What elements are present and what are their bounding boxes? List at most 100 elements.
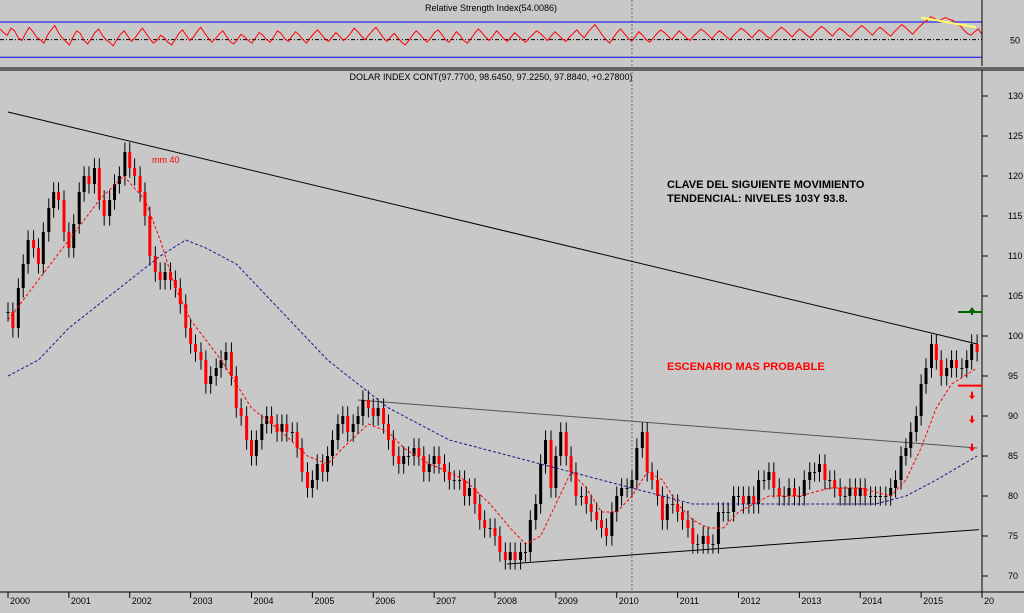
x-tick-label-2014: 2014 xyxy=(862,596,882,606)
price-bar-body xyxy=(97,168,101,200)
price-bar-body xyxy=(589,504,593,512)
price-bar-body xyxy=(884,496,888,497)
rsi-panel: Relative Strength Index(54.0086) 50 xyxy=(0,0,1020,66)
x-tick-label-2005: 2005 xyxy=(314,596,334,606)
price-bar-body xyxy=(630,480,634,488)
price-bar-body xyxy=(254,440,258,456)
price-bar-body xyxy=(229,352,233,376)
price-bar-body xyxy=(169,272,173,280)
price-bar-body xyxy=(960,368,964,369)
price-bar-body xyxy=(326,456,330,472)
price-bar-body xyxy=(138,176,142,192)
price-tick-label-95: 95 xyxy=(1008,371,1018,381)
price-bar-body xyxy=(32,240,36,248)
price-bar-body xyxy=(686,520,690,528)
rsi-y-axis: 50 xyxy=(981,0,1020,66)
price-bar-body xyxy=(823,464,827,480)
price-bar-body xyxy=(417,448,421,456)
price-bar-body xyxy=(620,488,624,496)
price-tick-label-90: 90 xyxy=(1008,411,1018,421)
price-tick-label-80: 80 xyxy=(1008,491,1018,501)
price-bar-body xyxy=(513,552,517,560)
price-bar-body xyxy=(57,192,61,200)
price-bar-body xyxy=(848,488,852,496)
price-bar-body xyxy=(214,368,218,376)
price-bar-body xyxy=(828,480,832,481)
price-bar-body xyxy=(737,496,740,497)
price-title: DOLAR INDEX CONT(97.7700, 98.6450, 97.22… xyxy=(350,72,633,82)
rsi-series-line xyxy=(0,16,983,47)
price-bar-body xyxy=(793,488,797,496)
price-tick-label-100: 100 xyxy=(1008,331,1023,341)
price-bar-body xyxy=(615,496,619,512)
price-bar-body xyxy=(787,488,791,496)
annotation-key-move-line1: CLAVE DEL SIGUIENTE MOVIMIENTO xyxy=(667,179,865,191)
price-bar-body xyxy=(371,408,375,416)
rsi-trendline xyxy=(920,16,977,29)
price-bar-body xyxy=(934,344,938,360)
price-bar-body xyxy=(442,464,446,472)
price-bar-body xyxy=(346,416,350,432)
price-bar-body xyxy=(260,424,264,440)
price-bar-body xyxy=(519,552,523,560)
price-bar-body xyxy=(382,408,386,424)
price-bar-body xyxy=(204,360,208,384)
price-bar-body xyxy=(625,488,629,489)
price-bar-body xyxy=(569,456,573,472)
price-bar-body xyxy=(945,368,949,376)
price-bar-body xyxy=(833,480,837,488)
x-tick-label-2006: 2006 xyxy=(375,596,395,606)
x-tick-label-2010: 2010 xyxy=(619,596,639,606)
price-bar-body xyxy=(767,472,771,480)
price-bar-body xyxy=(600,520,604,528)
price-bar-body xyxy=(143,192,147,216)
price-bar-body xyxy=(595,512,599,520)
price-bar-body xyxy=(158,272,162,280)
price-bar-body xyxy=(726,512,730,513)
price-bar-body xyxy=(178,288,182,304)
price-bar-body xyxy=(757,480,761,504)
price-tick-label-115: 115 xyxy=(1008,211,1022,221)
price-bar-body xyxy=(72,224,76,248)
x-tick-label-2007: 2007 xyxy=(436,596,456,606)
price-bar-body xyxy=(341,416,345,424)
price-bar-body xyxy=(407,456,411,457)
down-arrow-icon xyxy=(969,415,975,424)
price-bar-body xyxy=(660,496,664,520)
price-bar-body xyxy=(579,496,583,497)
price-bar-body xyxy=(21,264,25,288)
price-bar-body xyxy=(478,504,482,520)
price-bar-body xyxy=(376,408,380,416)
price-bar-body xyxy=(310,480,314,488)
rsi-tick-label-50: 50 xyxy=(1010,36,1020,46)
price-bar-body xyxy=(752,496,756,504)
x-tick-label-2004: 2004 xyxy=(254,596,274,606)
trendlines xyxy=(7,111,979,565)
price-bar-body xyxy=(869,496,873,497)
price-bar-body xyxy=(909,432,913,448)
price-bar-body xyxy=(224,352,228,360)
price-tick-label-120: 120 xyxy=(1008,171,1023,181)
price-bar-body xyxy=(92,168,96,184)
price-bar-body xyxy=(635,448,639,480)
price-bar-body xyxy=(671,504,675,505)
price-bar-body xyxy=(11,312,15,328)
price-bar-body xyxy=(458,480,462,481)
down-arrow-icon xyxy=(969,443,975,452)
price-bar-body xyxy=(503,552,507,560)
price-bar-body xyxy=(463,480,467,496)
x-tick-label-2011: 2011 xyxy=(680,596,699,606)
price-bar-body xyxy=(889,488,893,496)
price-bar-body xyxy=(650,472,654,480)
x-tick-label-20: 20 xyxy=(984,596,994,606)
price-bar-body xyxy=(87,176,91,184)
price-bar-body xyxy=(36,248,40,264)
trendline-0 xyxy=(7,111,978,345)
price-bar-body xyxy=(813,472,817,473)
price-bar-body xyxy=(721,512,725,513)
price-bar-body xyxy=(894,480,898,488)
price-bar-body xyxy=(285,424,289,432)
price-bar-body xyxy=(762,480,766,481)
price-bar-body xyxy=(802,480,806,496)
